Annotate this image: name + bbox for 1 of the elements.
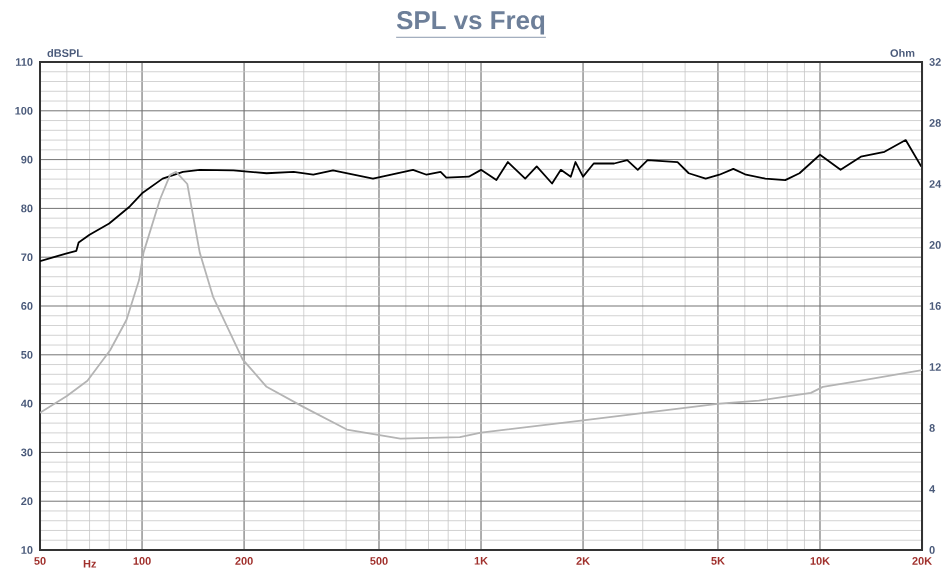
chart-title: SPL vs Freq <box>396 11 545 35</box>
